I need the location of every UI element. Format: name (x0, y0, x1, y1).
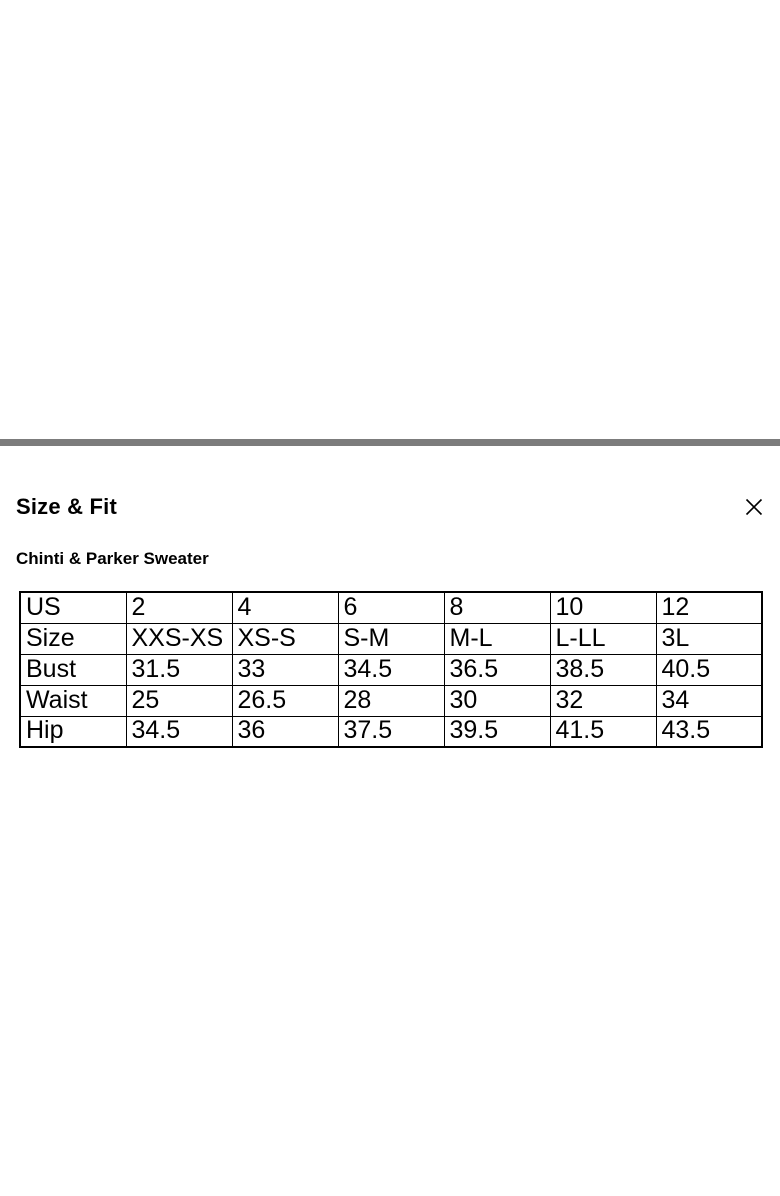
table-cell: 30 (443, 684, 551, 717)
page-title: Size & Fit (16, 494, 118, 519)
table-cell: 10 (549, 591, 657, 624)
table-cell: 4 (231, 591, 339, 624)
table-cell: 43.5 (655, 715, 763, 748)
table-cell: 34.5 (337, 653, 445, 686)
table-cell: 25 (125, 684, 233, 717)
table-cell: 36.5 (443, 653, 551, 686)
product-name: Chinti & Parker Sweater (16, 549, 209, 568)
panel-header: Size & Fit (16, 495, 764, 519)
table-cell: 32 (549, 684, 657, 717)
table-cell: 6 (337, 591, 445, 624)
table-cell: 34 (655, 684, 763, 717)
table-row-hip: Hip 34.5 36 37.5 39.5 41.5 43.5 (19, 715, 763, 748)
table-row-size: Size XXS-XS XS-S S-M M-L L-LL 3L (19, 622, 763, 655)
table-cell: 37.5 (337, 715, 445, 748)
table-cell: 3L (655, 622, 763, 655)
table-cell: L-LL (549, 622, 657, 655)
table-cell: 12 (655, 591, 763, 624)
table-cell: XS-S (231, 622, 339, 655)
row-label-hip: Hip (19, 715, 127, 748)
row-label-waist: Waist (19, 684, 127, 717)
size-chart-table: US 2 4 6 8 10 12 Size XXS-XS XS-S S-M M-… (19, 591, 763, 748)
table-row-bust: Bust 31.5 33 34.5 36.5 38.5 40.5 (19, 653, 763, 686)
table-cell: 26.5 (231, 684, 339, 717)
table-cell: S-M (337, 622, 445, 655)
panel-top-divider (0, 439, 780, 446)
table-cell: 2 (125, 591, 233, 624)
table-cell: 31.5 (125, 653, 233, 686)
table-cell: 36 (231, 715, 339, 748)
page-background-top (0, 0, 780, 439)
table-cell: 41.5 (549, 715, 657, 748)
table-row-waist: Waist 25 26.5 28 30 32 34 (19, 684, 763, 717)
table-cell: 40.5 (655, 653, 763, 686)
close-icon (745, 498, 763, 516)
table-cell: 28 (337, 684, 445, 717)
close-button[interactable] (744, 497, 764, 517)
size-fit-panel: Size & Fit Chinti & Parker Sweater US 2 … (0, 495, 780, 748)
row-label-us: US (19, 591, 127, 624)
table-cell: 8 (443, 591, 551, 624)
table-cell: 39.5 (443, 715, 551, 748)
row-label-size: Size (19, 622, 127, 655)
table-row-us: US 2 4 6 8 10 12 (19, 591, 763, 624)
table-cell: 34.5 (125, 715, 233, 748)
row-label-bust: Bust (19, 653, 127, 686)
table-cell: 33 (231, 653, 339, 686)
table-cell: 38.5 (549, 653, 657, 686)
table-cell: M-L (443, 622, 551, 655)
table-cell: XXS-XS (125, 622, 233, 655)
